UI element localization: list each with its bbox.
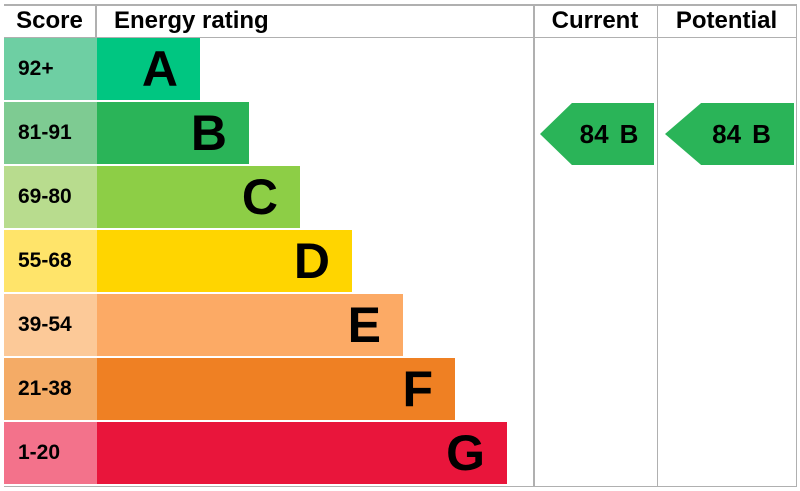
score-range-f: 21-38 xyxy=(4,358,97,420)
column-header-score: Score xyxy=(16,6,83,34)
score-range-a: 92+ xyxy=(4,38,97,100)
grid-line-header-bottom xyxy=(4,36,797,38)
potential-rating-arrow: 84 B xyxy=(665,103,794,165)
score-range-e: 39-54 xyxy=(4,294,97,356)
grid-line-current-potential-divider xyxy=(656,4,658,487)
rating-bar-c: C xyxy=(97,166,300,228)
score-range-g: 1-20 xyxy=(4,422,97,484)
column-header-energy-rating: Energy rating xyxy=(114,6,269,34)
grid-line-right xyxy=(795,4,797,487)
rating-bar-g: G xyxy=(97,422,507,484)
rating-bar-b: B xyxy=(97,102,249,164)
grid-line-score-divider xyxy=(95,4,97,37)
column-header-current: Current xyxy=(551,6,639,34)
grid-line-bottom xyxy=(4,485,797,487)
grid-line-rating-current-divider xyxy=(533,4,535,487)
current-rating-arrow: 84 B xyxy=(540,103,654,165)
current-score-value: 84 xyxy=(579,118,609,149)
potential-band-letter: B xyxy=(752,118,771,149)
rating-bar-f: F xyxy=(97,358,455,420)
potential-score-value: 84 xyxy=(712,118,742,149)
score-range-b: 81-91 xyxy=(4,102,97,164)
score-range-c: 69-80 xyxy=(4,166,97,228)
rating-bar-e: E xyxy=(97,294,403,356)
score-range-d: 55-68 xyxy=(4,230,97,292)
column-header-potential: Potential xyxy=(675,6,778,34)
grid-line-top xyxy=(4,4,797,6)
rating-bar-d: D xyxy=(97,230,352,292)
current-band-letter: B xyxy=(619,118,639,149)
rating-bar-a: A xyxy=(97,38,200,100)
